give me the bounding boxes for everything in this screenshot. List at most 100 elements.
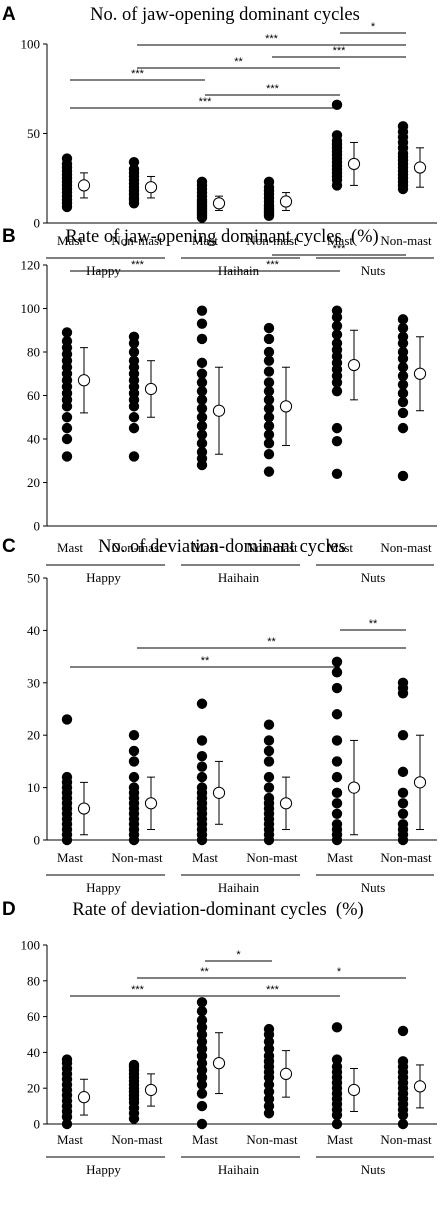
data-point	[196, 420, 208, 432]
category-label: Mast	[57, 850, 83, 865]
group-label: Happy	[86, 1162, 121, 1177]
data-point	[128, 756, 140, 767]
data-point	[263, 322, 275, 334]
data-point	[61, 451, 73, 462]
category-label: Non-mast	[111, 540, 163, 555]
data-point	[263, 1050, 275, 1062]
data-point	[263, 355, 275, 366]
y-tick-label: 0	[34, 1117, 41, 1132]
data-point	[397, 730, 409, 741]
category-label: Mast	[327, 540, 353, 555]
data-point	[263, 1108, 275, 1119]
data-point	[196, 735, 208, 746]
data-point	[263, 429, 275, 440]
data-point	[128, 422, 140, 434]
y-tick-label: 0	[34, 519, 41, 534]
data-point	[397, 331, 409, 342]
data-point	[196, 1006, 208, 1017]
panel-b: B Rate of jaw-opening dominant cycles (%…	[2, 226, 437, 585]
significance-label: ***	[199, 96, 213, 108]
category-label: Mast	[192, 1132, 218, 1147]
data-point	[397, 808, 409, 819]
mean-marker	[212, 197, 226, 210]
data-point	[263, 366, 275, 377]
data-point	[128, 730, 140, 741]
data-point	[331, 1054, 343, 1065]
mean-marker	[279, 400, 293, 413]
significance-label: ***	[266, 259, 280, 271]
data-point	[397, 1118, 409, 1130]
data-point	[196, 377, 208, 388]
y-tick-label: 50	[27, 126, 40, 141]
panel-title-c: No. of deviation-dominant cycles	[98, 537, 346, 557]
data-point	[263, 1036, 275, 1047]
y-tick-label: 40	[27, 1045, 40, 1060]
data-point	[61, 422, 73, 434]
data-point	[196, 1118, 208, 1130]
data-point	[263, 466, 275, 477]
data-point	[263, 333, 275, 345]
data-point	[196, 368, 208, 379]
data-point	[196, 1079, 208, 1090]
data-point	[263, 735, 275, 746]
data-point	[61, 714, 73, 725]
data-point	[61, 327, 73, 338]
data-point	[397, 787, 409, 799]
y-tick-label: 60	[27, 1009, 40, 1024]
data-point	[128, 156, 140, 168]
significance-label: ***	[265, 33, 279, 45]
data-point	[331, 1061, 343, 1072]
mean-marker	[347, 358, 361, 372]
data-point	[263, 1100, 275, 1112]
mean-marker	[212, 786, 226, 799]
data-point	[128, 782, 140, 793]
data-point	[263, 756, 275, 767]
y-tick-label: 20	[27, 728, 40, 743]
data-point	[263, 377, 275, 388]
y-tick-label: 100	[21, 301, 41, 316]
mean-marker	[77, 1091, 91, 1104]
mean-marker	[77, 179, 91, 192]
data-point	[331, 422, 343, 434]
category-label: Non-mast	[246, 233, 298, 248]
data-point	[331, 1022, 343, 1033]
data-point	[331, 320, 343, 332]
y-tick-label: 60	[27, 388, 40, 403]
data-point	[61, 433, 73, 445]
category-label: Non-mast	[246, 850, 298, 865]
panel-d: D Rate of deviation-dominant cycles (%) …	[2, 899, 437, 1177]
data-point	[397, 121, 409, 132]
panel-letter-b: B	[2, 226, 16, 247]
data-point	[331, 771, 343, 783]
y-tick-label: 20	[27, 475, 40, 490]
category-label: Non-mast	[380, 1132, 432, 1147]
category-label: Mast	[327, 233, 353, 248]
group-label: Haihain	[218, 570, 260, 585]
category-label: Non-mast	[111, 233, 163, 248]
y-tick-label: 80	[27, 345, 40, 360]
data-point	[397, 819, 409, 830]
data-point	[331, 682, 343, 694]
data-point	[263, 1093, 275, 1105]
data-point	[61, 1118, 73, 1130]
significance-label: **	[200, 966, 209, 978]
data-point	[196, 750, 208, 762]
data-point	[397, 1025, 409, 1037]
data-point	[397, 346, 409, 358]
category-label: Non-mast	[111, 850, 163, 865]
data-point	[196, 403, 208, 414]
significance-label: **	[234, 56, 243, 68]
y-tick-label: 100	[21, 938, 41, 953]
y-tick-label: 10	[27, 780, 40, 795]
category-label: Mast	[57, 233, 83, 248]
group-label: Nuts	[361, 570, 386, 585]
data-point	[263, 346, 275, 358]
data-point	[263, 1086, 275, 1097]
data-point	[331, 808, 343, 819]
data-point	[196, 761, 208, 772]
panel-letter-a: A	[2, 4, 16, 25]
group-label: Happy	[86, 570, 121, 585]
data-point	[331, 305, 343, 316]
significance-label: ***	[333, 243, 347, 255]
